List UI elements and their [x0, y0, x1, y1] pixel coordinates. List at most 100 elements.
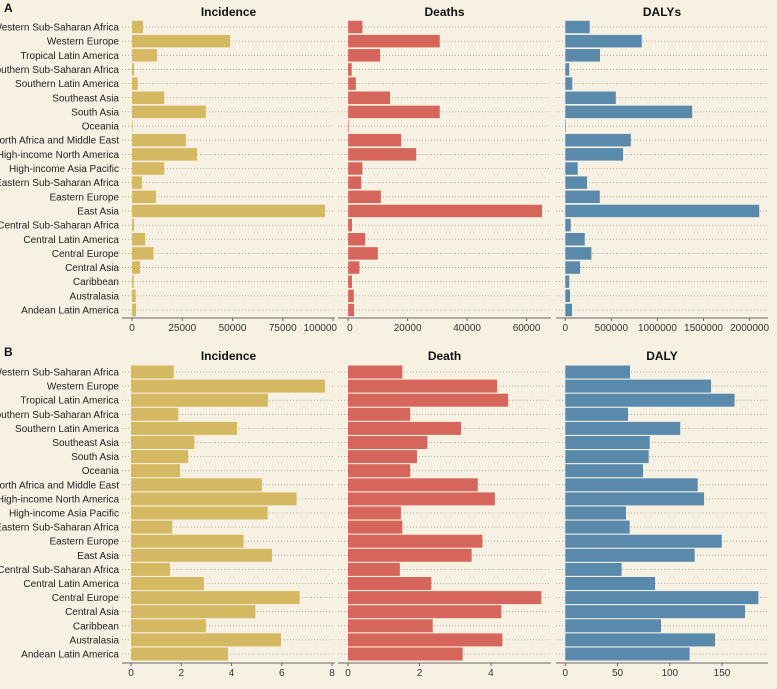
- region-label: Western Europe: [47, 37, 120, 48]
- region-label: Western Sub-Saharan Africa: [0, 23, 119, 34]
- bar-dalys: [565, 233, 585, 246]
- bar-incidence: [131, 520, 173, 534]
- region-label: Eastern Europe: [50, 192, 120, 203]
- x-tick-label: 0: [563, 668, 569, 679]
- bar-incidence: [132, 63, 135, 76]
- bar-incidence: [132, 261, 141, 274]
- bar-death: [348, 464, 411, 478]
- region-label: North Africa and Middle East: [0, 480, 119, 491]
- bar-deaths: [348, 119, 349, 133]
- region-label: Eastern Sub-Saharan Africa: [0, 523, 119, 534]
- x-tick-label: 0: [128, 668, 134, 679]
- bar-daly: [565, 478, 698, 492]
- bar-dalys: [565, 49, 601, 62]
- bar-death: [348, 548, 472, 562]
- bar-incidence: [131, 421, 238, 435]
- bar-dalys: [565, 119, 566, 133]
- bar-deaths: [348, 162, 363, 175]
- x-tick-label: 150: [714, 668, 731, 679]
- x-tick-label: 500000: [595, 323, 629, 334]
- bar-incidence: [132, 148, 197, 161]
- bar-death: [348, 633, 503, 647]
- x-tick-label: 40000: [453, 323, 481, 334]
- bar-dalys: [565, 63, 570, 76]
- x-tick-label: 8: [329, 668, 335, 679]
- bar-dalys: [565, 176, 588, 189]
- region-label: Central Europe: [52, 249, 120, 260]
- bar-dalys: [565, 261, 581, 274]
- bar-death: [348, 591, 542, 605]
- bar-dalys: [565, 289, 571, 303]
- bar-incidence: [132, 176, 142, 189]
- bar-incidence: [131, 619, 206, 633]
- bar-dalys: [565, 162, 578, 175]
- bar-incidence: [131, 464, 181, 478]
- bar-dalys: [565, 105, 693, 119]
- bar-incidence: [132, 20, 144, 34]
- bar-incidence: [132, 34, 231, 48]
- bar-death: [348, 577, 432, 590]
- bar-deaths: [348, 218, 352, 232]
- bar-incidence: [131, 577, 204, 590]
- region-label: Eastern Europe: [50, 537, 120, 548]
- x-tick-label: 2000000: [730, 323, 769, 334]
- bar-death: [348, 562, 400, 576]
- x-tick-label: 100000: [304, 323, 338, 334]
- x-tick-label: 0: [347, 323, 353, 334]
- bar-dalys: [565, 190, 600, 204]
- x-tick-label: 6: [279, 668, 285, 679]
- bar-deaths: [348, 77, 356, 90]
- x-tick-label: 4: [229, 668, 235, 679]
- region-label: Southeast Asia: [52, 438, 119, 449]
- region-label: High-income Asia Pacific: [9, 509, 119, 520]
- region-label: Central Asia: [65, 607, 119, 618]
- region-label: Central Latin America: [23, 579, 119, 590]
- bar-daly: [565, 379, 712, 393]
- bar-deaths: [348, 49, 381, 62]
- bar-incidence: [132, 77, 138, 90]
- x-tick-label: 75000: [269, 323, 297, 334]
- bar-incidence: [131, 478, 262, 492]
- bar-dalys: [565, 218, 571, 232]
- x-tick-label: 2: [178, 668, 184, 679]
- bar-deaths: [348, 261, 360, 274]
- bar-incidence: [131, 407, 179, 421]
- bar-dalys: [565, 20, 590, 34]
- region-label: Caribbean: [73, 277, 119, 288]
- bar-deaths: [348, 63, 352, 76]
- bar-incidence: [131, 393, 268, 407]
- bar-deaths: [348, 34, 440, 48]
- bar-incidence: [131, 534, 244, 548]
- region-label: Southeast Asia: [52, 93, 119, 104]
- region-label: Southern Latin America: [15, 424, 119, 435]
- x-tick-label: 50: [612, 668, 624, 679]
- bar-incidence: [131, 562, 170, 576]
- bar-incidence: [132, 91, 165, 104]
- bar-deaths: [348, 148, 417, 161]
- bar-daly: [565, 633, 716, 647]
- bar-dalys: [565, 91, 616, 104]
- region-label: Tropical Latin America: [20, 51, 119, 62]
- bar-daly: [565, 450, 649, 464]
- bar-death: [348, 619, 433, 633]
- region-label: Central Sub-Saharan Africa: [0, 565, 119, 576]
- bar-incidence: [132, 303, 137, 317]
- bar-incidence: [131, 591, 300, 605]
- bar-incidence: [132, 133, 186, 147]
- region-label: Andean Latin America: [21, 306, 119, 317]
- bar-incidence: [131, 379, 325, 393]
- region-label: High-income North America: [0, 150, 119, 161]
- bar-death: [348, 379, 498, 393]
- region-label: South Asia: [71, 452, 119, 463]
- bar-deaths: [348, 133, 402, 147]
- bar-dalys: [565, 247, 592, 260]
- bar-death: [348, 407, 411, 421]
- panel-title-deaths: Deaths: [424, 5, 464, 19]
- bar-dalys: [565, 148, 624, 161]
- bar-daly: [565, 520, 630, 534]
- bar-incidence: [131, 492, 297, 506]
- bar-deaths: [348, 275, 352, 288]
- bar-incidence: [131, 506, 268, 520]
- region-label: Oceania: [82, 466, 120, 477]
